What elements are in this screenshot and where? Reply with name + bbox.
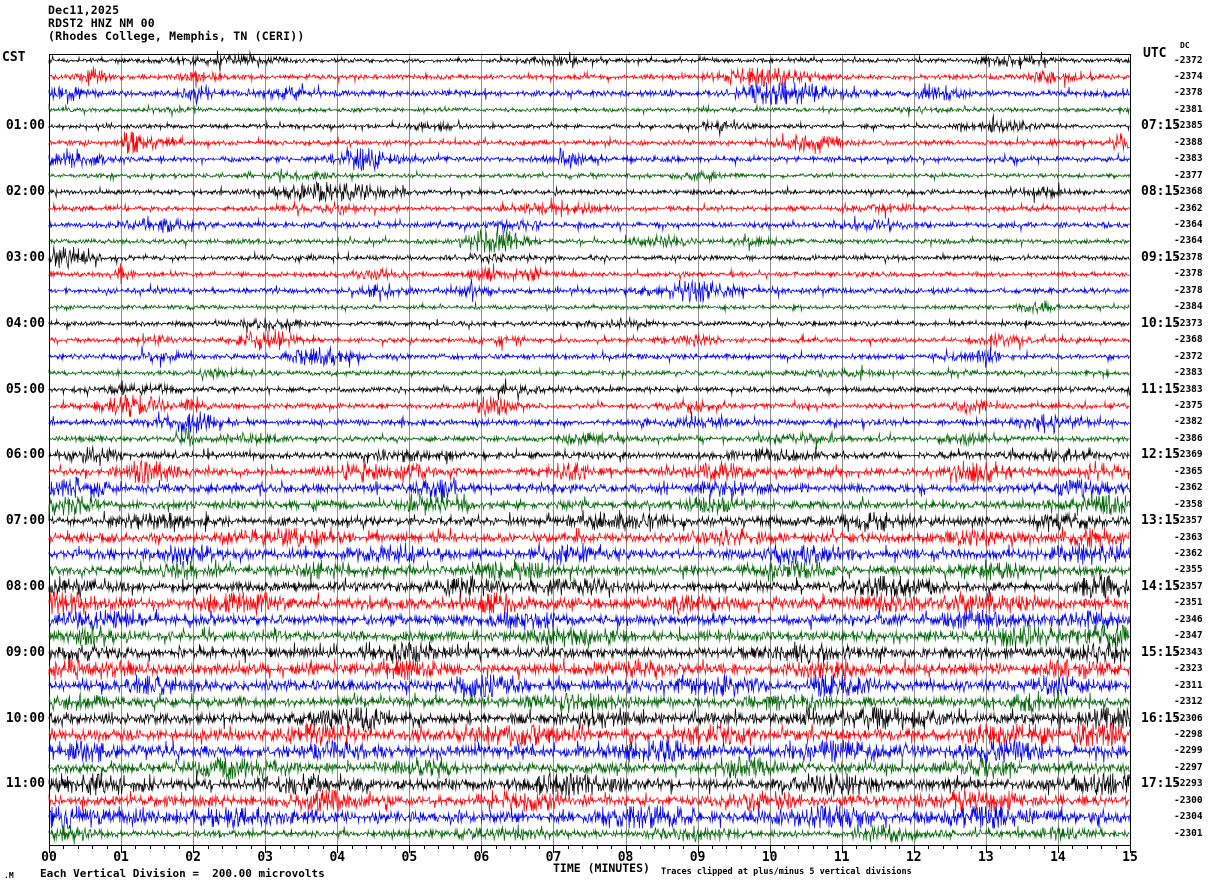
utc-hour-label: 14:15 xyxy=(1141,578,1181,594)
x-tick-label: 10 xyxy=(761,850,778,865)
dc-value: -2297 xyxy=(1174,761,1203,773)
x-tick-label: 04 xyxy=(329,850,346,865)
cst-hour-label: 01:00 xyxy=(5,118,45,134)
dc-value: -2388 xyxy=(1174,136,1203,148)
dc-value: -2323 xyxy=(1174,663,1203,675)
dc-value: -2386 xyxy=(1174,432,1203,444)
dc-value: -2358 xyxy=(1174,498,1203,510)
dc-value: -2312 xyxy=(1174,696,1203,708)
dc-value: -2357 xyxy=(1174,580,1203,592)
utc-hour-label: 17:15 xyxy=(1141,776,1181,792)
cst-hour-label: 07:00 xyxy=(5,513,45,529)
dc-value: -2368 xyxy=(1174,186,1203,198)
x-tick-label: 12 xyxy=(905,850,922,865)
dc-value: -2304 xyxy=(1174,811,1203,823)
dc-value: -2300 xyxy=(1174,794,1203,806)
left-timezone-header: CST xyxy=(2,50,26,65)
cst-hour-label: 04:00 xyxy=(5,315,45,331)
utc-hour-label: 16:15 xyxy=(1141,710,1181,726)
dc-value: -2298 xyxy=(1174,728,1203,740)
dc-value: -2293 xyxy=(1174,778,1203,790)
dc-value: -2368 xyxy=(1174,334,1203,346)
x-tick-label: 03 xyxy=(257,850,274,865)
utc-hour-label: 13:15 xyxy=(1141,513,1181,529)
cst-hour-label: 08:00 xyxy=(5,578,45,594)
utc-hour-label: 15:15 xyxy=(1141,644,1181,660)
dc-value: -2378 xyxy=(1174,87,1203,99)
x-axis-title: TIME (MINUTES) xyxy=(553,861,650,875)
vertical-division-scale-note: Each Vertical Division = 200.00 microvol… xyxy=(40,867,325,880)
dc-value: -2311 xyxy=(1174,679,1203,691)
title-station: RDST2 HNZ NM 00 xyxy=(48,16,155,30)
title-date: Dec11,2025 xyxy=(48,3,120,17)
dc-value: -2385 xyxy=(1174,120,1203,132)
right-timezone-header: UTC xyxy=(1143,46,1167,61)
dc-value: -2346 xyxy=(1174,613,1203,625)
x-tick-label: 00 xyxy=(41,850,57,865)
dc-value: -2355 xyxy=(1174,564,1203,576)
dc-value: -2377 xyxy=(1174,169,1203,181)
dc-value: -2383 xyxy=(1174,383,1203,395)
cst-hour-label: 10:00 xyxy=(5,710,45,726)
dc-value: -2362 xyxy=(1174,482,1203,494)
x-tick-label: 07 xyxy=(545,850,562,865)
corner-mark: .M xyxy=(4,871,14,880)
dc-column-header: DC xyxy=(1180,41,1190,50)
dc-value: -2383 xyxy=(1174,367,1203,379)
dc-value: -2372 xyxy=(1174,350,1203,362)
dc-value: -2306 xyxy=(1174,712,1203,724)
clip-note: Traces clipped at plus/minus 5 vertical … xyxy=(661,867,912,877)
x-tick-label: 02 xyxy=(185,850,201,865)
utc-hour-label: 11:15 xyxy=(1141,381,1181,397)
dc-value: -2375 xyxy=(1174,399,1203,411)
dc-value: -2364 xyxy=(1174,235,1203,247)
cst-hour-label: 06:00 xyxy=(5,447,45,463)
x-tick-label: 08 xyxy=(617,850,634,865)
dc-value: -2299 xyxy=(1174,745,1203,757)
cst-hour-label: 05:00 xyxy=(5,381,45,397)
x-tick-label: 06 xyxy=(473,850,490,865)
dc-value: -2362 xyxy=(1174,202,1203,214)
dc-value: -2369 xyxy=(1174,449,1203,461)
dc-value: -2365 xyxy=(1174,465,1203,477)
utc-hour-label: 12:15 xyxy=(1141,447,1181,463)
dc-value: -2351 xyxy=(1174,597,1203,609)
dc-value: -2378 xyxy=(1174,251,1203,263)
x-tick-label: 05 xyxy=(401,850,418,865)
dc-value: -2373 xyxy=(1174,317,1203,329)
dc-value: -2363 xyxy=(1174,531,1203,543)
cst-hour-label: 11:00 xyxy=(5,776,45,792)
title-location: (Rhodes College, Memphis, TN (CERI)) xyxy=(48,29,305,43)
dc-value: -2372 xyxy=(1174,54,1203,66)
cst-hour-label: 09:00 xyxy=(5,644,45,660)
dc-value: -2378 xyxy=(1174,284,1203,296)
x-tick-label: 14 xyxy=(1050,850,1066,865)
cst-hour-label: 03:00 xyxy=(5,249,45,265)
dc-value: -2301 xyxy=(1174,827,1203,839)
x-tick-label: 09 xyxy=(689,850,706,865)
dc-value: -2364 xyxy=(1174,219,1203,230)
x-tick-label: 01 xyxy=(113,850,129,865)
x-tick-label: 13 xyxy=(978,850,994,865)
dc-value: -2347 xyxy=(1174,630,1203,642)
utc-hour-label: 09:15 xyxy=(1141,249,1181,265)
dc-value: -2343 xyxy=(1174,646,1203,658)
dc-value: -2383 xyxy=(1174,153,1203,165)
utc-hour-label: 10:15 xyxy=(1141,315,1181,331)
dc-value: -2381 xyxy=(1174,103,1203,115)
dc-value: -2374 xyxy=(1174,70,1203,82)
cst-hour-label: 02:00 xyxy=(5,184,45,200)
utc-hour-label: 08:15 xyxy=(1141,184,1181,200)
dc-value: -2357 xyxy=(1174,515,1203,527)
dc-value: -2382 xyxy=(1174,416,1203,428)
x-tick-label: 15 xyxy=(1122,850,1138,865)
dc-value: -2384 xyxy=(1174,301,1203,313)
utc-hour-label: 07:15 xyxy=(1141,118,1181,134)
dc-value: -2362 xyxy=(1174,548,1203,559)
x-tick-label: 11 xyxy=(833,850,850,865)
dc-value: -2378 xyxy=(1174,268,1203,280)
